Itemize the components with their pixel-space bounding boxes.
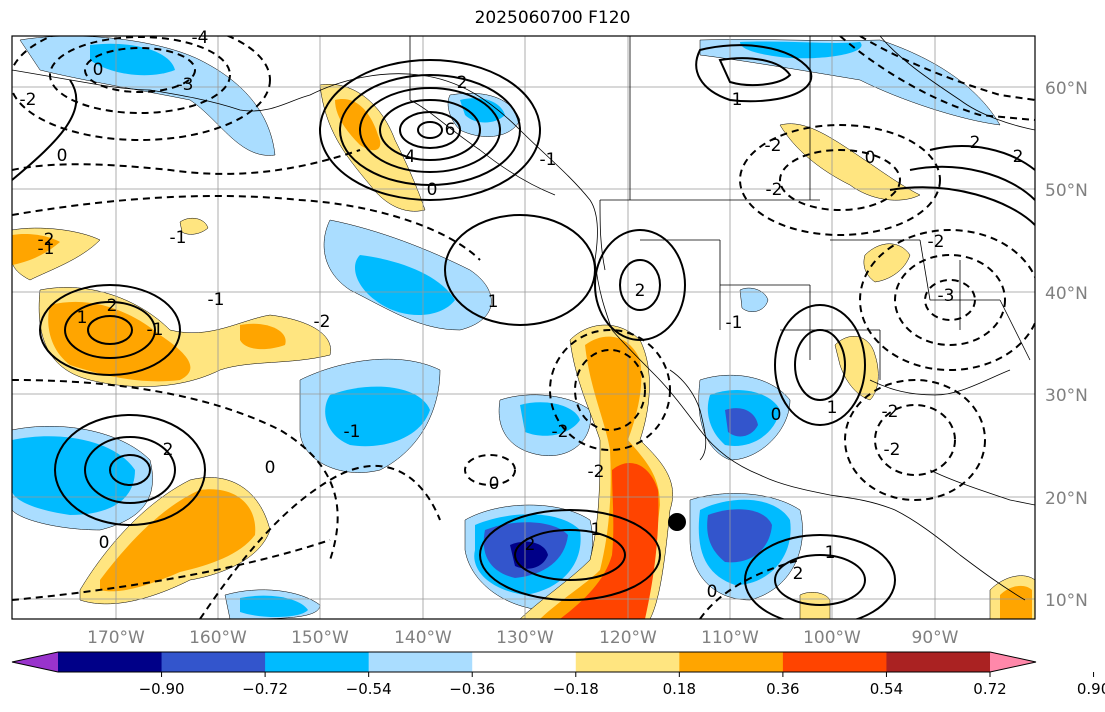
map-area	[12, 36, 1035, 619]
colorbar-tick-label: 0.18	[663, 680, 696, 698]
contour-label: -1	[540, 150, 557, 170]
lat-label: 20°N	[1045, 489, 1088, 509]
contour-label: -1	[344, 422, 361, 442]
lat-axis: 60°N 50°N 40°N 30°N 20°N 10°N	[1045, 79, 1088, 611]
coastlines	[12, 36, 1035, 601]
contour-label: 0	[265, 458, 276, 478]
contour-label: 0	[489, 474, 500, 494]
lon-label: 160°W	[189, 628, 247, 648]
colorbar-tick-label: −0.54	[346, 680, 392, 698]
colorbar-tick-label: 0.54	[870, 680, 903, 698]
contour-label: 1	[77, 308, 88, 328]
colorbar-tick-label: −0.72	[242, 680, 288, 698]
contour-label: -3	[177, 75, 194, 95]
contour-label: 0	[57, 146, 68, 166]
contour-label: 2	[793, 564, 804, 584]
contour-label: -2	[552, 422, 569, 442]
contour-label: 6	[445, 120, 456, 140]
colorbar-swatch	[575, 652, 680, 672]
contour-label: -2	[38, 230, 55, 250]
lon-label: 170°W	[87, 628, 145, 648]
contour-label: -2	[884, 440, 901, 460]
contour-label: 2	[525, 535, 536, 555]
contour-label: 1	[488, 292, 499, 312]
contour-label: 2	[163, 440, 174, 460]
contour-label: -1	[726, 313, 743, 333]
contour-label: -1	[147, 320, 164, 340]
colorbar-tick-label: 0.90	[1077, 680, 1105, 698]
colorbar-swatch	[58, 652, 163, 672]
map-frame	[11, 35, 1036, 620]
colorbar-outline	[11, 651, 1037, 673]
contour-label: -1	[170, 228, 187, 248]
lon-label: 90°W	[912, 628, 959, 648]
lat-label: 50°N	[1045, 181, 1088, 201]
colorbar-tick-label: −0.18	[553, 680, 599, 698]
contour-label: 4	[405, 147, 416, 167]
colorbar-tick-label: −0.90	[139, 680, 185, 698]
lon-label: 150°W	[291, 628, 349, 648]
colorbar-tick-label: 0.36	[766, 680, 799, 698]
contour-label: 0	[865, 148, 876, 168]
contour-label: -2	[765, 136, 782, 156]
contour-label: 1	[825, 543, 836, 563]
lon-label: 100°W	[803, 628, 861, 648]
colorbar: −0.90 −0.72 −0.54 −0.36 −0.18 0.18 0.36 0.54 0.7…	[11, 651, 1105, 698]
contour-label: 0	[427, 180, 438, 200]
contour-label: 2	[107, 296, 118, 316]
colorbar-swatch	[265, 652, 370, 672]
contour-label: -4	[192, 28, 209, 48]
graticule	[12, 36, 1035, 619]
colorbar-min-extend	[12, 652, 58, 672]
colorbar-swatch	[782, 652, 887, 672]
contour-label: 2	[970, 133, 981, 153]
lat-label: 10°N	[1045, 591, 1088, 611]
lat-label: 60°N	[1045, 79, 1088, 99]
colorbar-swatch	[368, 652, 473, 672]
colorbar-tick-label: −0.36	[449, 680, 495, 698]
contour-label: -2	[20, 90, 37, 110]
contour-label: 1	[827, 398, 838, 418]
contour-label: 0	[99, 533, 110, 553]
contour-label: -3	[938, 286, 955, 306]
contour-label: 1	[591, 520, 602, 540]
colorbar-swatch	[679, 652, 784, 672]
contour-label: 0	[93, 60, 104, 80]
lat-label: 30°N	[1045, 386, 1088, 406]
contour-label: 0	[771, 405, 782, 425]
contour-label: -2	[766, 180, 783, 200]
lat-label: 40°N	[1045, 284, 1088, 304]
lon-label: 120°W	[599, 628, 657, 648]
colorbar-max-extend	[990, 652, 1036, 672]
map-title: 2025060700 F120	[474, 8, 631, 28]
colorbar-swatch	[472, 652, 577, 672]
contour-label: -2	[314, 312, 331, 332]
lon-axis: 170°W 160°W 150°W 140°W 130°W 120°W 110°…	[87, 628, 959, 648]
contours-solid	[12, 44, 1035, 619]
lon-label: 130°W	[496, 628, 554, 648]
contour-label: 2	[635, 281, 646, 301]
contour-label: 0	[707, 582, 718, 602]
contour-label: 2	[457, 73, 468, 93]
location-marker	[668, 513, 686, 531]
contour-label: -2	[588, 462, 605, 482]
contour-label: -2	[928, 232, 945, 252]
contour-label: -1	[208, 290, 225, 310]
contour-label: -1	[38, 239, 55, 259]
contours-dashed	[12, 36, 1035, 619]
contour-label: 1	[732, 90, 743, 110]
lon-label: 110°W	[701, 628, 759, 648]
colorbar-swatch	[886, 652, 991, 672]
lon-label: 140°W	[394, 628, 452, 648]
contour-label: -2	[882, 402, 899, 422]
colorbar-swatch	[161, 652, 266, 672]
contour-label: 2	[1013, 147, 1024, 167]
colorbar-tick-label: 0.72	[973, 680, 1006, 698]
